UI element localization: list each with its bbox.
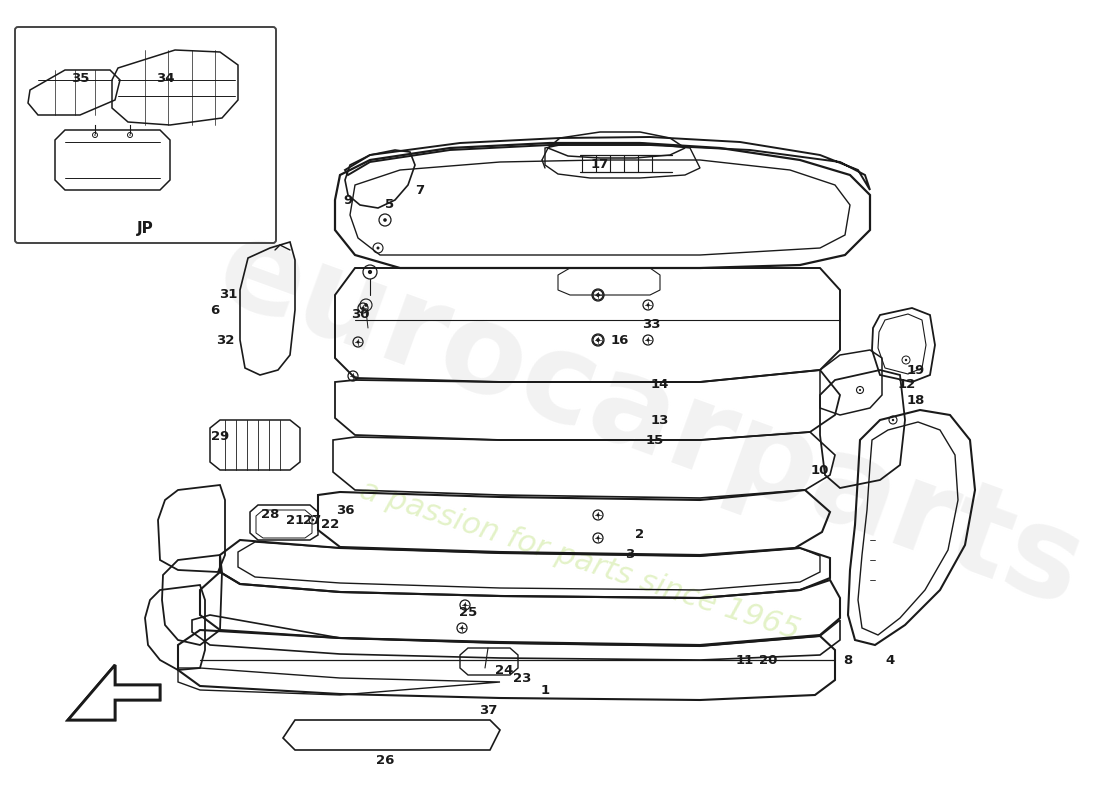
Circle shape (311, 519, 315, 522)
Text: 28: 28 (261, 509, 279, 522)
Text: 18: 18 (906, 394, 925, 406)
Polygon shape (68, 665, 160, 720)
Text: 9: 9 (343, 194, 353, 206)
Circle shape (596, 338, 600, 342)
Text: 3: 3 (626, 549, 635, 562)
Circle shape (596, 514, 600, 517)
Circle shape (383, 218, 387, 222)
Text: 27: 27 (302, 514, 321, 526)
Circle shape (130, 134, 131, 136)
Circle shape (905, 358, 908, 362)
Circle shape (364, 303, 367, 306)
Text: 11: 11 (736, 654, 755, 666)
Text: 14: 14 (651, 378, 669, 391)
Text: 34: 34 (156, 71, 174, 85)
Text: 7: 7 (416, 183, 425, 197)
Circle shape (892, 419, 894, 421)
Text: 15: 15 (646, 434, 664, 446)
Text: 29: 29 (211, 430, 229, 443)
Circle shape (461, 626, 463, 630)
Text: 21: 21 (286, 514, 304, 526)
Circle shape (647, 303, 649, 306)
Text: 36: 36 (336, 503, 354, 517)
Text: eurocarparts: eurocarparts (201, 207, 1099, 633)
Text: 12: 12 (898, 378, 916, 391)
Circle shape (596, 294, 600, 297)
Text: 8: 8 (844, 654, 852, 666)
Text: 25: 25 (459, 606, 477, 618)
Text: 33: 33 (641, 318, 660, 331)
Circle shape (95, 134, 96, 136)
Circle shape (367, 270, 372, 274)
Text: 1: 1 (540, 683, 550, 697)
Circle shape (376, 246, 380, 250)
Text: JP: JP (136, 221, 153, 235)
Text: 16: 16 (610, 334, 629, 346)
Text: 31: 31 (219, 289, 238, 302)
Text: 37: 37 (478, 703, 497, 717)
Text: 22: 22 (321, 518, 339, 531)
Text: 17: 17 (591, 158, 609, 171)
Text: 2: 2 (636, 529, 645, 542)
Text: 6: 6 (210, 303, 220, 317)
Circle shape (463, 603, 466, 606)
Circle shape (352, 374, 354, 378)
Circle shape (356, 341, 360, 343)
Text: 10: 10 (811, 463, 829, 477)
Text: 24: 24 (495, 663, 514, 677)
Circle shape (596, 293, 600, 297)
Text: 4: 4 (886, 654, 894, 666)
Circle shape (647, 338, 649, 342)
Circle shape (859, 389, 861, 391)
Polygon shape (68, 665, 160, 720)
Text: a passion for parts since 1965: a passion for parts since 1965 (356, 475, 804, 645)
Text: 26: 26 (376, 754, 394, 766)
Text: 19: 19 (906, 363, 925, 377)
Text: 13: 13 (651, 414, 669, 426)
Text: 23: 23 (513, 671, 531, 685)
Text: 30: 30 (351, 309, 370, 322)
Text: 32: 32 (216, 334, 234, 346)
Text: 5: 5 (385, 198, 395, 211)
Circle shape (596, 537, 600, 539)
Circle shape (362, 306, 364, 310)
Text: 20: 20 (759, 654, 778, 666)
Text: 35: 35 (70, 71, 89, 85)
Circle shape (596, 338, 600, 342)
